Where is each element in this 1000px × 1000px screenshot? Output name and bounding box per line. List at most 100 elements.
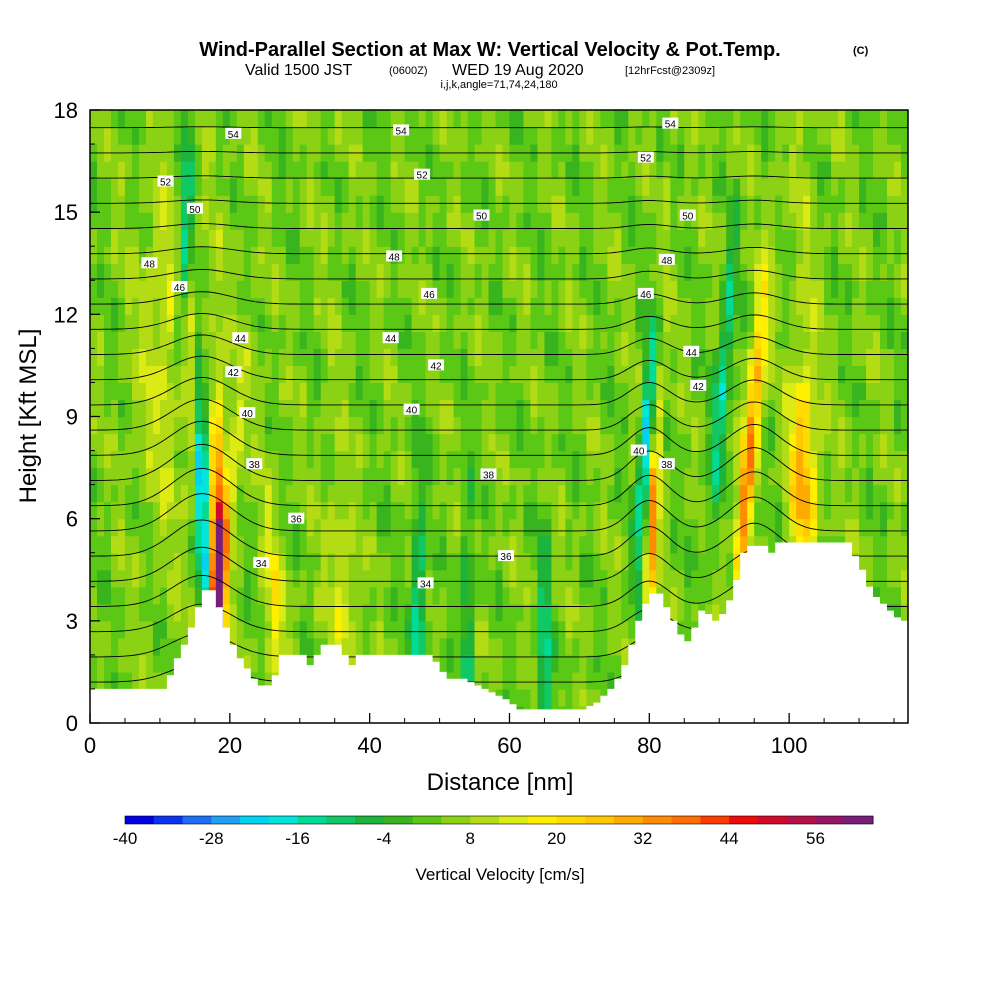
- velocity-cell: [467, 212, 476, 230]
- velocity-cell: [670, 552, 678, 571]
- velocity-cell: [516, 246, 525, 264]
- velocity-cell: [712, 569, 720, 588]
- velocity-cell: [488, 212, 497, 230]
- contour-label: 50: [473, 209, 490, 223]
- velocity-cell: [446, 433, 455, 452]
- velocity-cell: [880, 501, 888, 520]
- velocity-cell: [663, 348, 671, 367]
- velocity-cell: [187, 365, 196, 384]
- velocity-cell: [488, 637, 497, 656]
- velocity-cell: [320, 552, 329, 571]
- velocity-cell: [754, 297, 762, 315]
- velocity-cell: [292, 399, 301, 418]
- colorbar-tick-label: -16: [285, 829, 310, 848]
- velocity-cell: [201, 450, 210, 469]
- velocity-cell: [656, 314, 664, 332]
- velocity-cell: [327, 535, 336, 554]
- velocity-cell: [432, 416, 441, 435]
- velocity-cell: [355, 127, 364, 145]
- velocity-cell: [390, 603, 399, 622]
- velocity-cell: [138, 331, 147, 349]
- velocity-cell: [166, 637, 175, 656]
- velocity-cell: [663, 195, 671, 213]
- velocity-cell: [551, 246, 560, 264]
- velocity-cell: [817, 484, 825, 503]
- velocity-cell: [852, 535, 860, 554]
- velocity-cell: [719, 246, 727, 264]
- velocity-cell: [502, 110, 511, 128]
- velocity-cell: [383, 620, 392, 639]
- velocity-cell: [404, 484, 413, 503]
- velocity-cell: [320, 365, 329, 384]
- velocity-cell: [579, 280, 587, 298]
- velocity-cell: [383, 433, 392, 452]
- velocity-cell: [740, 161, 748, 179]
- velocity-cell: [684, 178, 692, 196]
- velocity-cell: [789, 365, 797, 384]
- velocity-cell: [838, 331, 846, 349]
- velocity-cell: [712, 382, 720, 401]
- velocity-cell: [782, 127, 790, 145]
- velocity-cell: [635, 501, 643, 520]
- velocity-cell: [313, 637, 322, 656]
- velocity-cell: [817, 195, 825, 213]
- velocity-cell: [250, 518, 259, 537]
- velocity-cell: [390, 416, 399, 435]
- velocity-cell: [873, 552, 881, 571]
- velocity-cell: [159, 331, 168, 349]
- velocity-cell: [502, 127, 511, 145]
- velocity-cell: [880, 586, 888, 605]
- velocity-cell: [306, 399, 315, 418]
- velocity-cell: [425, 484, 434, 503]
- velocity-cell: [145, 195, 154, 213]
- velocity-cell: [495, 229, 504, 247]
- velocity-cell: [383, 603, 392, 622]
- velocity-cell: [271, 297, 280, 315]
- velocity-cell: [901, 603, 908, 622]
- velocity-cell: [404, 331, 413, 349]
- velocity-cell: [334, 586, 343, 605]
- velocity-cell: [194, 365, 203, 384]
- velocity-cell: [516, 484, 525, 503]
- velocity-cell: [831, 484, 839, 503]
- velocity-cell: [355, 433, 364, 452]
- velocity-cell: [558, 484, 567, 503]
- velocity-cell: [817, 263, 825, 281]
- velocity-cell: [271, 365, 280, 384]
- velocity-cell: [705, 586, 713, 605]
- velocity-cell: [124, 501, 133, 520]
- velocity-cell: [614, 348, 622, 367]
- velocity-cell: [194, 297, 203, 315]
- velocity-cell: [740, 280, 748, 298]
- velocity-cell: [334, 297, 343, 315]
- velocity-cell: [719, 399, 727, 418]
- velocity-cell: [495, 467, 504, 486]
- velocity-cell: [292, 501, 301, 520]
- colorbar-swatch: [815, 816, 845, 824]
- velocity-cell: [264, 399, 273, 418]
- velocity-cell: [222, 382, 231, 401]
- velocity-cell: [131, 127, 140, 145]
- velocity-cell: [691, 212, 699, 230]
- velocity-cell: [138, 552, 147, 571]
- velocity-cell: [509, 688, 518, 707]
- velocity-cell: [859, 433, 867, 452]
- velocity-cell: [530, 535, 539, 554]
- velocity-cell: [313, 535, 322, 554]
- velocity-cell: [488, 331, 497, 349]
- velocity-cell: [145, 535, 154, 554]
- velocity-cell: [131, 229, 140, 247]
- velocity-cell: [96, 484, 105, 503]
- velocity-cell: [887, 535, 895, 554]
- velocity-cell: [145, 399, 154, 418]
- velocity-cell: [90, 450, 98, 469]
- velocity-cell: [488, 280, 497, 298]
- velocity-cell: [369, 365, 378, 384]
- velocity-cell: [901, 212, 908, 230]
- velocity-cell: [376, 246, 385, 264]
- velocity-cell: [264, 178, 273, 196]
- velocity-cell: [278, 127, 287, 145]
- velocity-cell: [439, 637, 448, 656]
- velocity-cell: [152, 127, 161, 145]
